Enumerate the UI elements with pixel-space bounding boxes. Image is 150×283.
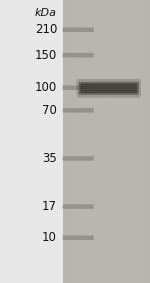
Bar (106, 0, 111, 283)
Bar (115, 0, 120, 283)
Text: 150: 150 (35, 49, 57, 62)
Text: kDa: kDa (35, 8, 57, 18)
Bar (89, 0, 93, 283)
FancyBboxPatch shape (79, 82, 139, 95)
Bar (141, 0, 146, 283)
FancyBboxPatch shape (80, 83, 137, 93)
FancyBboxPatch shape (63, 53, 94, 57)
Text: 17: 17 (42, 200, 57, 213)
Bar (120, 0, 124, 283)
Bar (63, 0, 67, 283)
FancyBboxPatch shape (63, 235, 94, 240)
Bar (137, 0, 141, 283)
Bar (93, 0, 98, 283)
FancyBboxPatch shape (63, 156, 94, 161)
Text: 35: 35 (42, 152, 57, 165)
Bar (80, 0, 85, 283)
Bar (76, 0, 80, 283)
FancyBboxPatch shape (76, 79, 141, 98)
Text: 210: 210 (35, 23, 57, 36)
FancyBboxPatch shape (63, 27, 94, 32)
FancyBboxPatch shape (63, 85, 94, 90)
Text: 10: 10 (42, 231, 57, 244)
Bar (146, 0, 150, 283)
Bar (85, 0, 89, 283)
Bar (111, 0, 115, 283)
Bar (63, 0, 150, 283)
Bar (102, 0, 106, 283)
FancyBboxPatch shape (63, 108, 94, 113)
Text: 70: 70 (42, 104, 57, 117)
Bar (133, 0, 137, 283)
Bar (98, 0, 102, 283)
Bar (124, 0, 128, 283)
FancyBboxPatch shape (63, 204, 94, 209)
Bar (72, 0, 76, 283)
Bar (128, 0, 133, 283)
Bar (67, 0, 72, 283)
Text: 100: 100 (35, 81, 57, 94)
